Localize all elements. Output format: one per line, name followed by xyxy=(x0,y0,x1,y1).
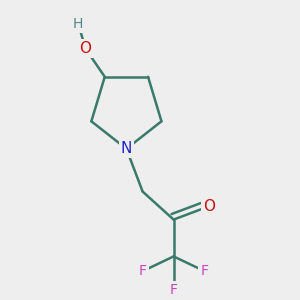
Text: F: F xyxy=(139,264,147,278)
Text: F: F xyxy=(200,264,208,278)
Text: O: O xyxy=(80,41,92,56)
Text: H: H xyxy=(73,17,83,31)
Text: F: F xyxy=(169,283,178,297)
Text: O: O xyxy=(203,199,215,214)
Text: N: N xyxy=(121,141,132,156)
